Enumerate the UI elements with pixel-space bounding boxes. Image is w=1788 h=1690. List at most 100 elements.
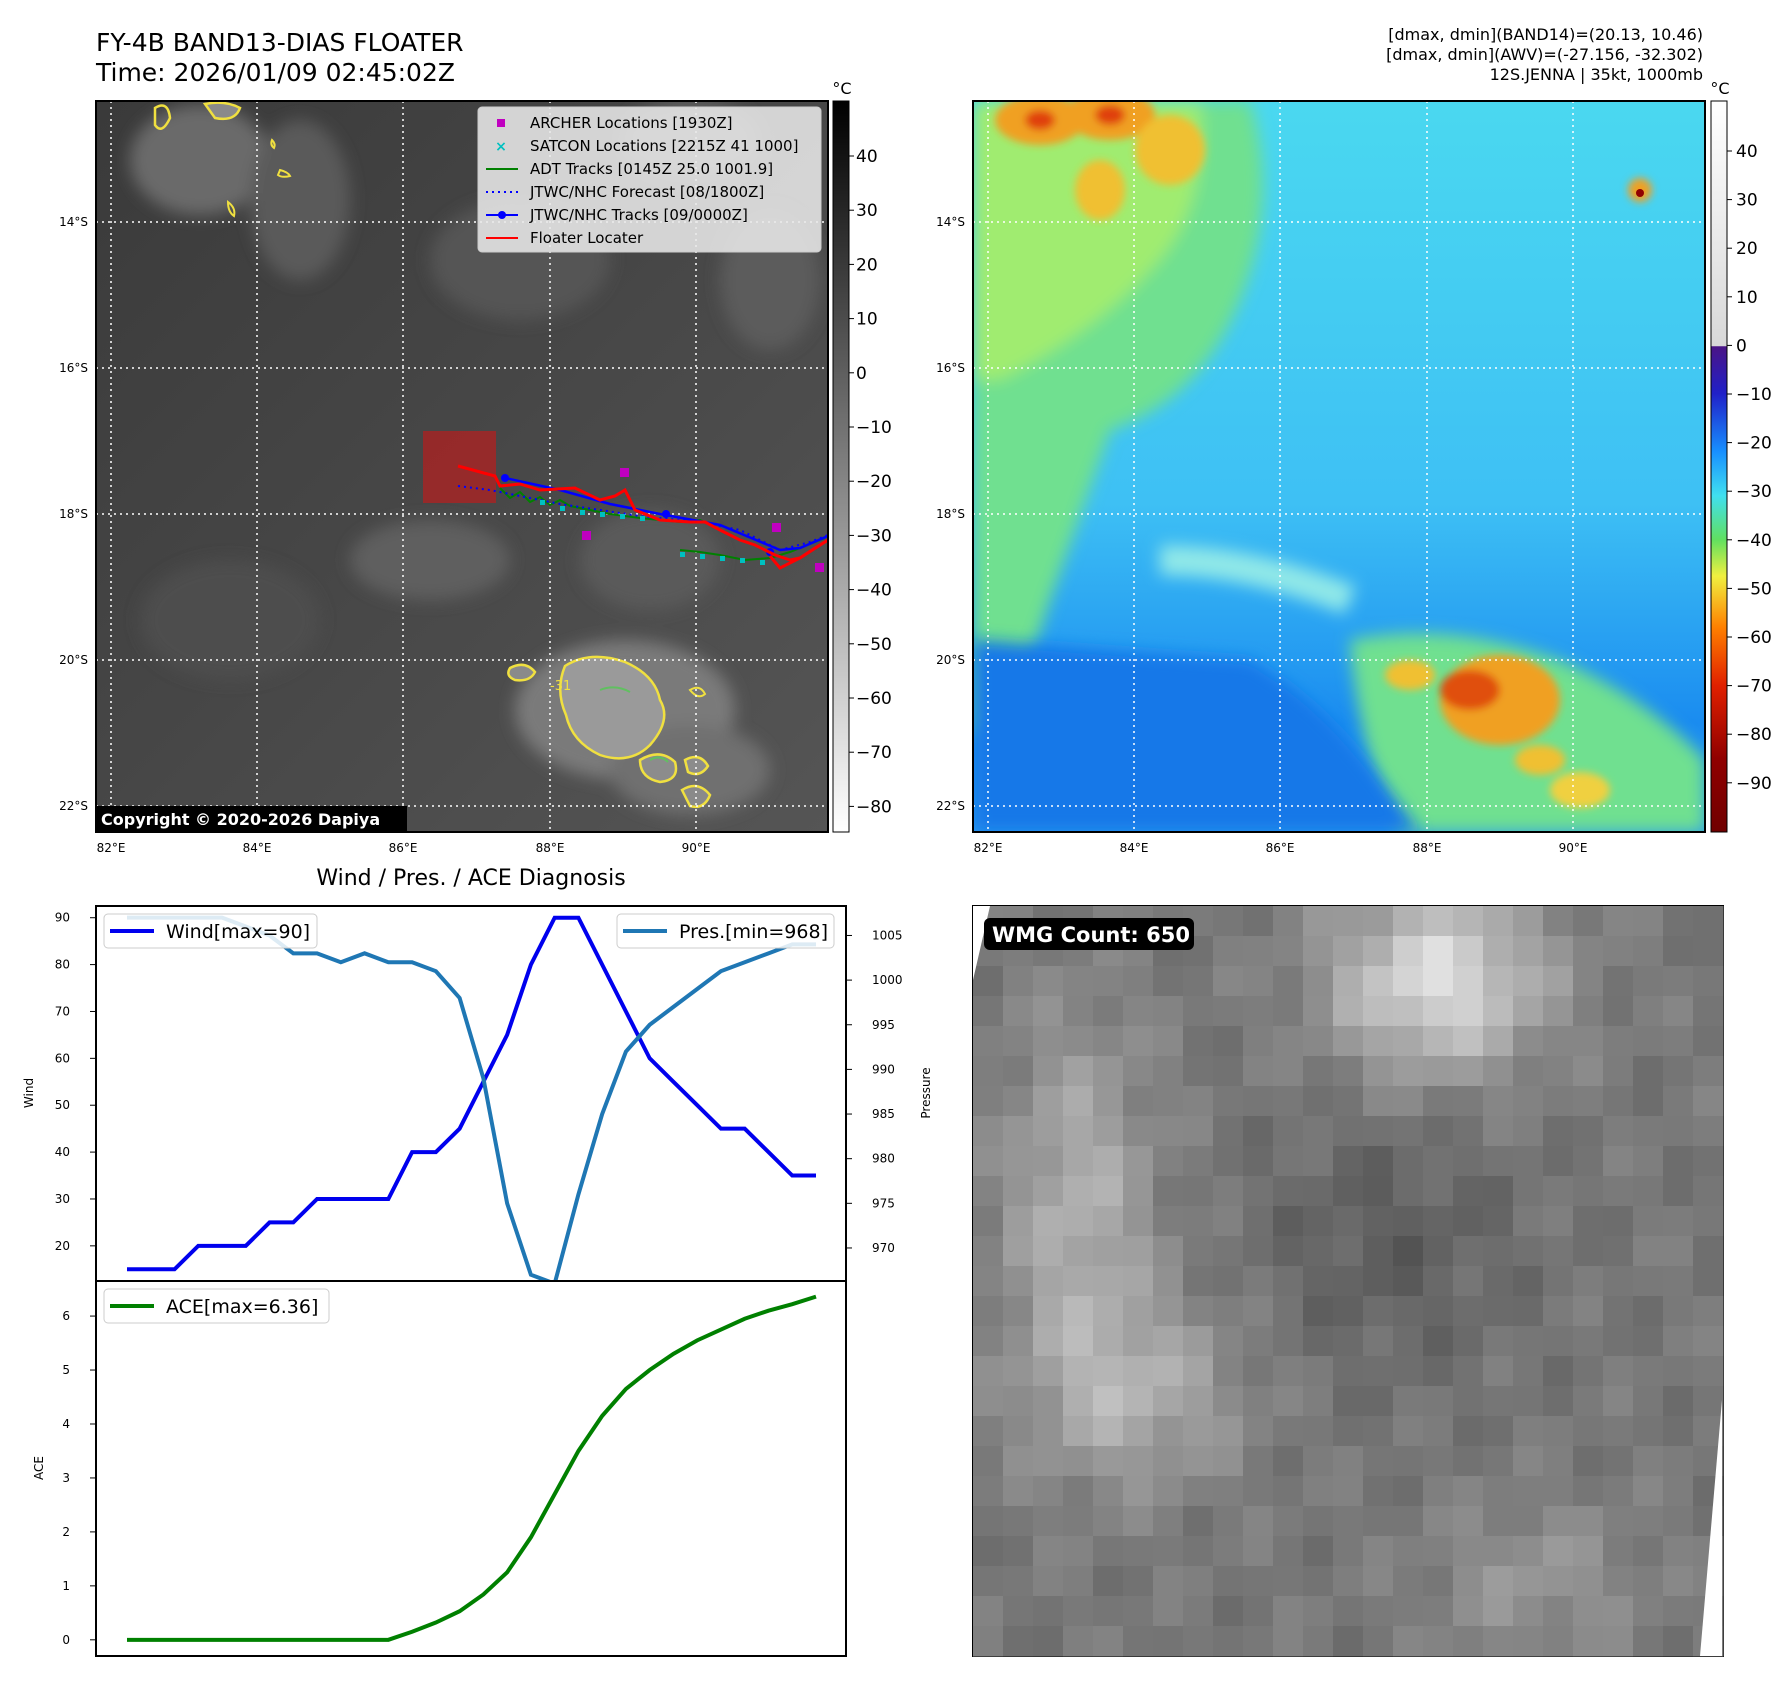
- ace-chart-frame: [95, 1280, 847, 1657]
- wind-tick: 30: [55, 1192, 70, 1206]
- info-awv: [dmax, dmin](AWV)=(-27.156, -32.302): [1386, 45, 1703, 64]
- cm-lat-label: 14°S: [936, 215, 965, 229]
- wind-tick: 90: [55, 911, 70, 925]
- gray-cbar-tick: −80: [856, 797, 892, 817]
- colormap-panel: 14°S 16°S 18°S 20°S 22°S 82°E 84°E 86°E 88°E 90°…: [936, 100, 1706, 855]
- ace-tick: 6: [62, 1309, 70, 1323]
- ir-lon-label: 88°E: [536, 841, 565, 855]
- color-cbar-tick: −20: [1736, 434, 1772, 454]
- pressure-legend-label: Pres.[min=968]: [679, 921, 828, 943]
- colormap-convection: [995, 101, 1652, 808]
- color-cbar-tick: −80: [1736, 725, 1772, 745]
- color-cbar-tick: −50: [1736, 579, 1772, 599]
- satcon-locations: [540, 500, 765, 565]
- gray-cbar-tick: 30: [856, 201, 878, 221]
- cm-gridlines: [973, 101, 1705, 832]
- info-storm: 12S.JENNA | 35kt, 1000mb: [1490, 65, 1703, 84]
- color-colorbar-unit: °C: [1710, 79, 1729, 98]
- storm-tracks: [423, 431, 828, 572]
- ir-map-panel: -31: [59, 100, 829, 855]
- color-cbar-tick: −10: [1736, 385, 1772, 405]
- cm-lat-label: 20°S: [936, 653, 965, 667]
- legend-label: SATCON Locations [2215Z 41 1000]: [530, 137, 798, 155]
- legend-label: JTWC/NHC Forecast [08/1800Z]: [529, 183, 764, 201]
- ir-lat-label: 20°S: [59, 653, 88, 667]
- wind-tick: 50: [55, 1098, 70, 1112]
- pressure-tick: 990: [872, 1062, 895, 1076]
- ir-lon-label: 84°E: [243, 841, 272, 855]
- wind-legend-label: Wind[max=90]: [166, 921, 310, 943]
- cm-lat-label: 22°S: [936, 799, 965, 813]
- ace-tick: 5: [62, 1363, 70, 1377]
- wind-series-line: [127, 915, 816, 1272]
- ir-lat-label: 22°S: [59, 799, 88, 813]
- map-legend: ARCHER Locations [1930Z] × SATCON Location…: [477, 106, 822, 253]
- colormap-frame: [972, 100, 1706, 833]
- pressure-tick: 970: [872, 1241, 895, 1255]
- ir-lon-labels: 82°E 84°E 86°E 88°E 90°E: [97, 841, 711, 855]
- ir-lat-label: 16°S: [59, 361, 88, 375]
- copyright-box: [97, 806, 407, 832]
- ir-lat-label: 18°S: [59, 507, 88, 521]
- ace-axis-label: ACE: [32, 1456, 46, 1480]
- ir-cold-cloud-contours: -31: [153, 101, 712, 809]
- color-cbar-tick: 20: [1736, 239, 1758, 259]
- ace-tick: 0: [62, 1633, 70, 1647]
- copyright-text: Copyright © 2020-2026 Dapiya: [101, 810, 380, 829]
- legend-label: JTWC/NHC Tracks [09/0000Z]: [529, 206, 748, 224]
- cm-lat-labels: 14°S 16°S 18°S 20°S 22°S: [936, 215, 965, 813]
- color-cbar-tick: 30: [1736, 191, 1758, 211]
- wind-legend: Wind[max=90]: [103, 913, 318, 949]
- ir-lon-label: 90°E: [682, 841, 711, 855]
- ir-lon-label: 82°E: [97, 841, 126, 855]
- ace-tick: 1: [62, 1579, 70, 1593]
- ir-lat-label: 14°S: [59, 215, 88, 229]
- wind-tick: 60: [55, 1051, 70, 1065]
- ir-map-frame: [95, 100, 829, 833]
- wmg-count: WMG Count: 650: [992, 923, 1190, 947]
- pressure-tick: 1005: [872, 928, 903, 942]
- cm-lat-label: 16°S: [936, 361, 965, 375]
- color-cbar-tick: −40: [1736, 531, 1772, 551]
- cm-lon-label: 86°E: [1266, 841, 1295, 855]
- gray-cbar-tick: −50: [856, 635, 892, 655]
- info-band14: [dmax, dmin](BAND14)=(20.13, 10.46): [1388, 25, 1703, 44]
- cm-lon-label: 82°E: [974, 841, 1003, 855]
- pressure-tick: 980: [872, 1152, 895, 1166]
- cm-lat-label: 18°S: [936, 507, 965, 521]
- ir-lat-labels: 14°S 16°S 18°S 20°S 22°S: [59, 215, 88, 813]
- pressure-tick: 1000: [872, 973, 903, 987]
- wind-tick: 70: [55, 1004, 70, 1018]
- figure-time: Time: 2026/01/09 02:45:02Z: [95, 58, 455, 87]
- ace-tick: 2: [62, 1525, 70, 1539]
- gray-cbar-tick: −70: [856, 743, 892, 763]
- color-cbar-tick: 40: [1736, 142, 1758, 162]
- ace-chart: 0 1 2 3 4 5 6 ACE ACE[max=6.36]: [32, 1280, 847, 1657]
- wind-tick: 80: [55, 958, 70, 972]
- color-cbar-tick: −90: [1736, 774, 1772, 794]
- wmg-grayscale-grid: [973, 906, 1724, 1657]
- gray-cbar-tick: −40: [856, 581, 892, 601]
- color-cbar-tick: −30: [1736, 482, 1772, 502]
- wmg-count-box: [984, 918, 1194, 950]
- wind-pressure-chart: 20 30 40 50 60 70 80 90 970 975 980 985 990 995 1000 10…: [22, 905, 933, 1287]
- cm-lon-label: 88°E: [1413, 841, 1442, 855]
- wind-tick: 20: [55, 1239, 70, 1253]
- color-cbar-tick: 10: [1736, 288, 1758, 308]
- cm-lon-label: 90°E: [1559, 841, 1588, 855]
- colormap-moist-region: [973, 101, 1705, 832]
- pressure-tick: 975: [872, 1196, 895, 1210]
- ir-lon-label: 86°E: [389, 841, 418, 855]
- archer-locations: [582, 468, 824, 572]
- gray-cbar-tick: −10: [856, 418, 892, 438]
- cm-lon-label: 84°E: [1120, 841, 1149, 855]
- gray-cbar-tick: −20: [856, 472, 892, 492]
- pressure-tick: 995: [872, 1018, 895, 1032]
- gray-colorbar: °C 40 30 20 10 0 −10 −20 −30 −40 −50 −60 −70 −80: [832, 79, 892, 833]
- color-cbar-tick: −60: [1736, 628, 1772, 648]
- svg-text:×: ×: [495, 139, 507, 155]
- diagnosis-title: Wind / Pres. / ACE Diagnosis: [316, 866, 625, 891]
- contour-label: -31: [550, 679, 571, 694]
- wind-tick: 40: [55, 1145, 70, 1159]
- gray-cbar-tick: 0: [856, 364, 867, 384]
